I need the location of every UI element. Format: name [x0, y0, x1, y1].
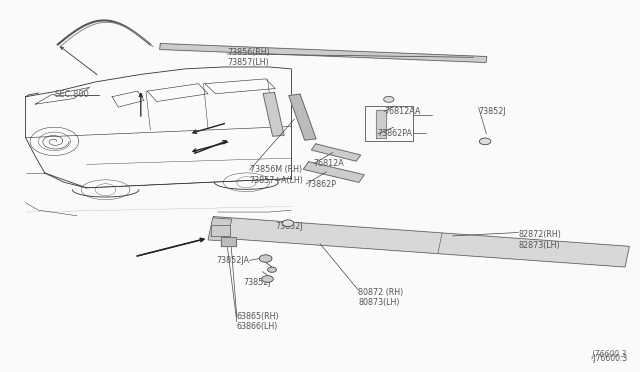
Text: 73852JA: 73852JA — [216, 256, 250, 265]
Text: 73856M (RH)
73857+A(LH): 73856M (RH) 73857+A(LH) — [250, 165, 303, 185]
Polygon shape — [211, 225, 230, 236]
Circle shape — [259, 255, 272, 262]
Circle shape — [479, 138, 491, 145]
Polygon shape — [303, 162, 364, 182]
Polygon shape — [209, 217, 629, 267]
Circle shape — [282, 220, 294, 227]
Text: 73852J: 73852J — [243, 278, 271, 287]
Text: 73862PA: 73862PA — [378, 129, 413, 138]
Polygon shape — [289, 94, 316, 140]
Circle shape — [268, 267, 276, 272]
Polygon shape — [376, 110, 386, 138]
Polygon shape — [221, 237, 236, 246]
Text: 80872 (RH)
80873(LH): 80872 (RH) 80873(LH) — [358, 288, 404, 307]
Circle shape — [262, 276, 273, 282]
Text: SEC.800: SEC.800 — [54, 90, 89, 99]
Polygon shape — [159, 44, 487, 62]
Text: 63865(RH)
63866(LH): 63865(RH) 63866(LH) — [237, 312, 280, 331]
Text: 73862P: 73862P — [306, 180, 336, 189]
Bar — [208, 218, 232, 241]
Text: 82872(RH)
82873(LH): 82872(RH) 82873(LH) — [518, 230, 561, 250]
Text: .J76600.3: .J76600.3 — [591, 350, 627, 359]
Polygon shape — [311, 144, 361, 161]
Circle shape — [383, 96, 394, 102]
Polygon shape — [263, 93, 284, 136]
Text: 76812A: 76812A — [314, 159, 344, 168]
Text: 76812AA: 76812AA — [384, 107, 420, 116]
Bar — [365, 106, 413, 141]
Text: 73852J: 73852J — [275, 222, 303, 231]
Text: 73856(RH)
73857(LH): 73856(RH) 73857(LH) — [227, 48, 270, 67]
Text: 73852J: 73852J — [479, 107, 506, 116]
Text: .J76600.3: .J76600.3 — [591, 355, 627, 363]
